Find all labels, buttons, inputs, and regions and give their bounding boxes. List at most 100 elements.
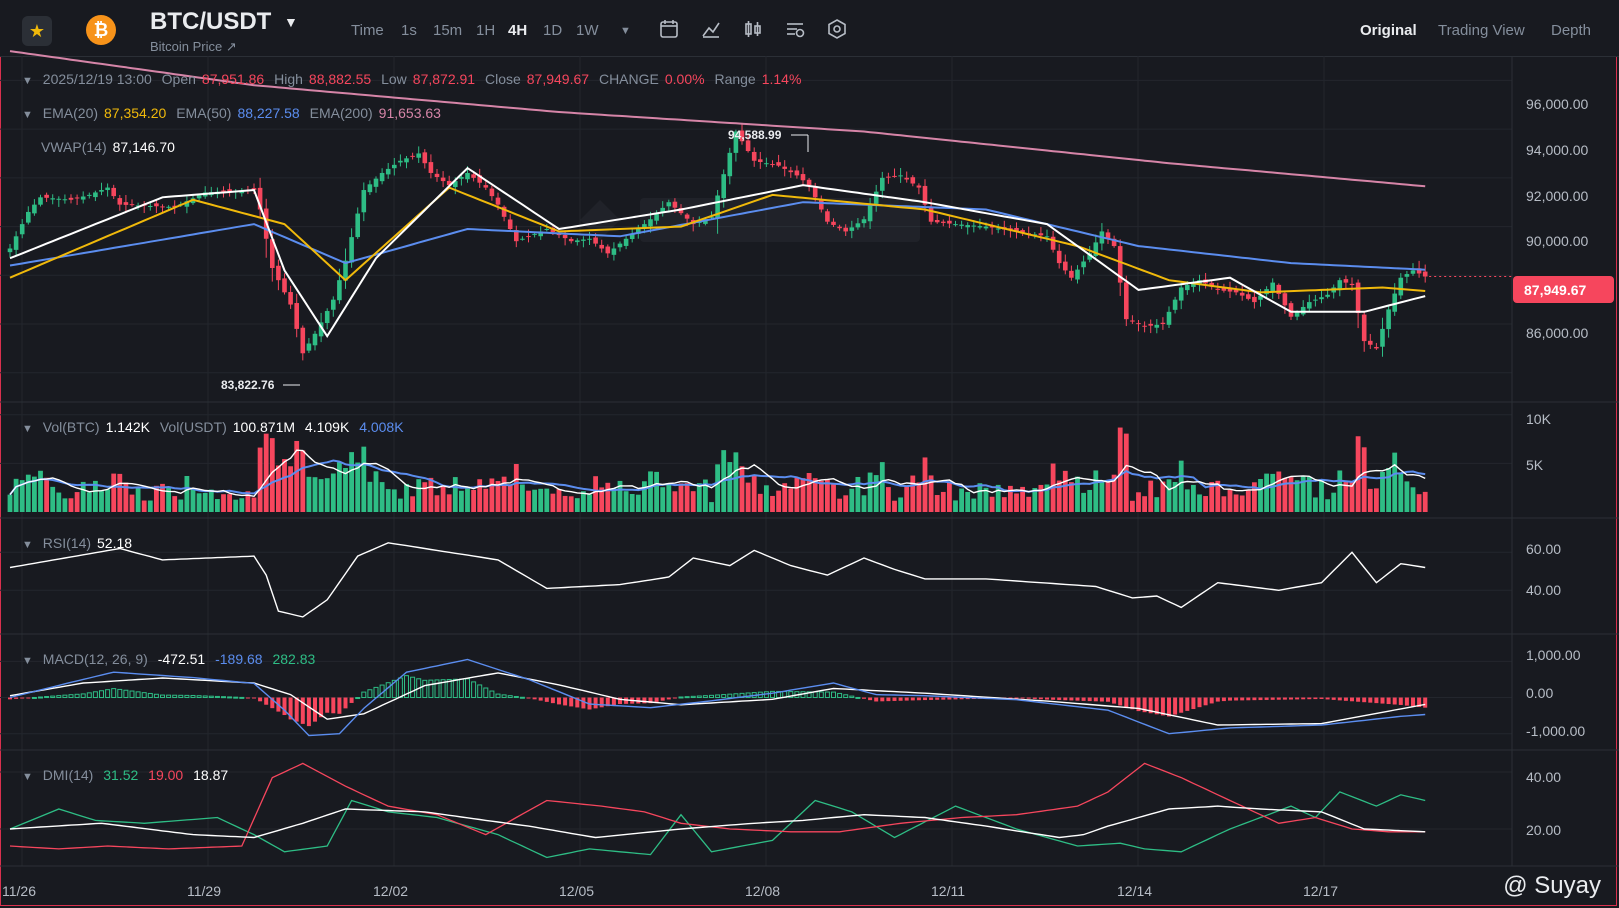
candle-body	[422, 152, 428, 164]
price-tick: 94,000.00	[1526, 142, 1588, 158]
candle-body	[1355, 282, 1361, 314]
candle-type-icon[interactable]	[742, 18, 764, 40]
volume-bar	[129, 494, 135, 512]
pane-separators	[0, 56, 1619, 867]
collapse-caret-icon[interactable]: ▼	[22, 75, 33, 87]
volume-bar	[294, 440, 300, 512]
volume-bar	[1416, 494, 1422, 512]
volume-bar	[68, 498, 74, 512]
view-original[interactable]: Original	[1360, 22, 1417, 39]
candle-body	[1172, 299, 1178, 310]
candle-body	[520, 238, 525, 240]
volume-bar	[733, 452, 739, 512]
timeframe-more-caret-icon[interactable]: ▼	[620, 25, 631, 37]
macd-histogram-bar	[855, 696, 861, 699]
macd-histogram-bar	[544, 697, 549, 702]
macd-histogram-bar	[294, 697, 299, 722]
timeframe-1s[interactable]: 1s	[401, 22, 417, 39]
macd-histogram-bar	[1154, 697, 1159, 715]
volume-ma-fast-line	[9, 449, 1426, 498]
timeframe-1w[interactable]: 1W	[576, 22, 599, 39]
volume-bar	[660, 487, 666, 512]
collapse-caret-icon[interactable]: ▼	[22, 655, 33, 667]
volume-bar	[269, 438, 275, 512]
collapse-caret-icon[interactable]: ▼	[22, 109, 33, 121]
candle-body	[849, 227, 855, 231]
macd-histogram-bar	[428, 679, 434, 699]
range-label: Range	[714, 71, 756, 87]
candle-body	[196, 195, 202, 199]
volume-axis: 10K 5K	[1526, 411, 1552, 473]
vol-btc-value: 1.142K	[105, 419, 150, 435]
candle-body	[770, 164, 775, 166]
pair-dropdown-caret-icon[interactable]: ▼	[284, 14, 298, 30]
macd-histogram-bar	[471, 681, 477, 699]
collapse-caret-icon[interactable]: ▼	[22, 771, 33, 783]
macd-histogram-bar	[1246, 697, 1251, 701]
volume-bar	[520, 484, 525, 512]
calendar-icon[interactable]	[658, 18, 680, 40]
volume-bar	[1020, 486, 1025, 512]
pair-subtitle[interactable]: Bitcoin Price ↗	[150, 39, 237, 54]
macd-histogram-bar	[727, 693, 733, 699]
candle-body	[410, 155, 415, 157]
macd-histogram-bar	[26, 697, 31, 699]
volume-bar	[452, 477, 458, 512]
volume-bar	[544, 488, 550, 512]
macd-tick: -1,000.00	[1526, 723, 1585, 739]
volume-bar	[605, 482, 611, 512]
candle-body	[1117, 246, 1123, 283]
volume-bar	[343, 467, 348, 512]
favorite-star-icon[interactable]: ★	[22, 16, 52, 46]
collapse-caret-icon[interactable]: ▼	[22, 539, 33, 551]
macd-histogram-bar	[1301, 697, 1306, 700]
volume-bar	[1270, 473, 1276, 512]
volume-bar	[1075, 476, 1080, 512]
macd-histogram-bar	[953, 697, 958, 700]
indicators-icon[interactable]	[784, 18, 806, 40]
volume-bar	[337, 462, 342, 512]
volume-bar	[757, 493, 763, 512]
macd-histogram-bar	[605, 697, 610, 707]
line-chart-icon[interactable]	[700, 18, 722, 40]
timeframe-1h[interactable]: 1H	[476, 22, 496, 39]
volume-bar	[818, 480, 824, 512]
volume-bar	[355, 462, 361, 512]
collapse-caret-icon[interactable]: ▼	[22, 423, 33, 435]
macd-histogram-bar	[550, 697, 555, 704]
volume-bar	[1008, 485, 1013, 512]
view-trading-view[interactable]: Trading View	[1438, 22, 1525, 39]
pair-title[interactable]: BTC/USDT	[150, 8, 272, 35]
volume-bar	[483, 488, 489, 512]
volume-bar	[263, 433, 269, 512]
macd-histogram-bar	[105, 689, 111, 699]
macd-histogram-bar	[62, 694, 68, 699]
volume-bar	[581, 491, 586, 512]
macd-histogram-bar	[50, 695, 56, 699]
timeframe-15m[interactable]: 15m	[433, 22, 463, 39]
candle-body	[300, 327, 306, 354]
macd-histogram-bar	[397, 677, 403, 699]
view-depth[interactable]: Depth	[1551, 22, 1592, 39]
settings-hexagon-icon[interactable]	[826, 18, 848, 40]
macd-histogram-bar	[1289, 697, 1293, 700]
bitcoin-icon: ₿	[86, 15, 116, 45]
macd-histogram-bar	[929, 697, 934, 700]
macd-histogram-bar	[355, 697, 361, 700]
timeframe-4h[interactable]: 4H	[508, 22, 528, 39]
volume-bar	[1264, 473, 1269, 512]
timeframe-time[interactable]: Time	[351, 22, 384, 39]
last-price-badge: 87,949.67	[1513, 276, 1614, 303]
macd-histogram-bar	[1209, 697, 1214, 704]
macd-histogram-bar	[898, 697, 903, 701]
candle-body	[819, 199, 824, 210]
candle-body	[568, 238, 574, 242]
timeframe-1d[interactable]: 1D	[543, 22, 563, 39]
macd-histogram-bar	[8, 697, 12, 700]
macd-histogram-bar	[892, 697, 897, 701]
ema20-value: 87,354.20	[104, 105, 167, 121]
macd-histogram-bar	[1026, 697, 1031, 699]
macd-histogram-bar	[660, 697, 665, 701]
candle-body	[135, 205, 141, 207]
